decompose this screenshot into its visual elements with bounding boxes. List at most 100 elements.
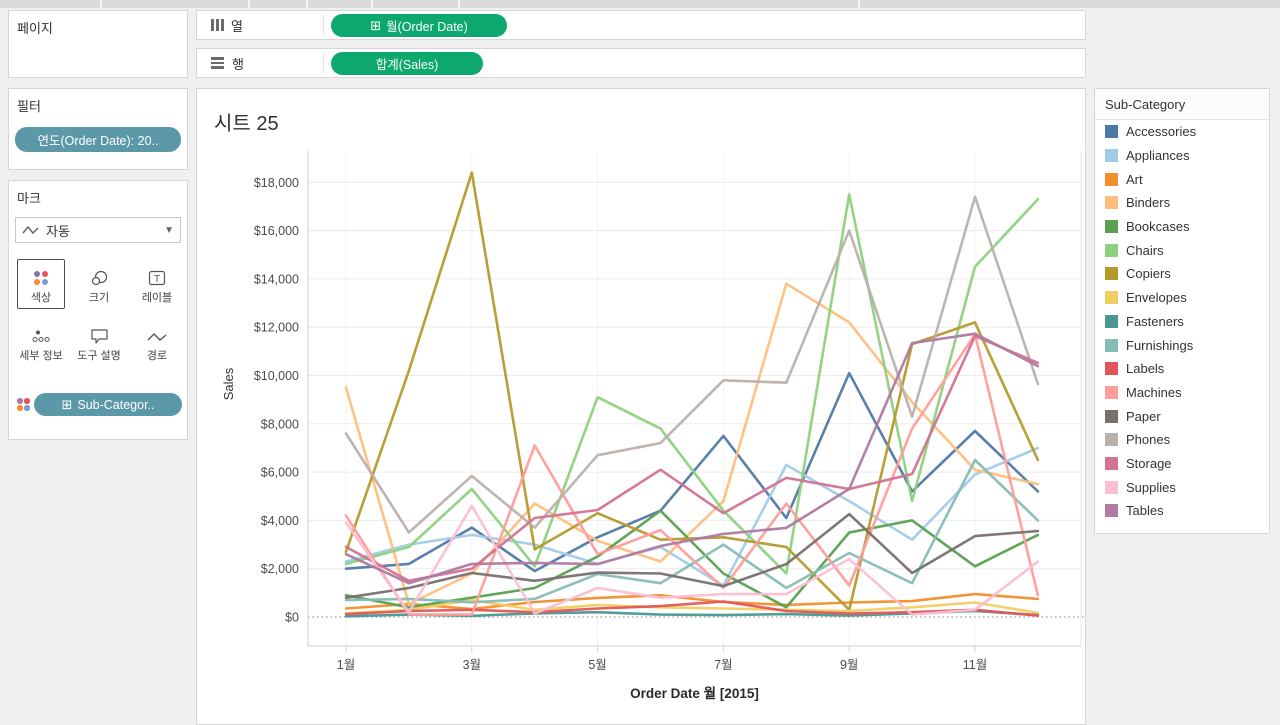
legend-item-label: Art: [1126, 171, 1143, 187]
columns-shelf: 열 ⊞ 월(Order Date): [196, 10, 1086, 40]
series-line-art[interactable]: [344, 592, 1040, 611]
legend-item-copiers[interactable]: Copiers: [1095, 262, 1269, 286]
svg-text:1월: 1월: [337, 658, 355, 672]
sub-category-legend: Sub-Category Accessories Appliances Art Bin…: [1094, 88, 1270, 534]
legend-item-chairs[interactable]: Chairs: [1095, 238, 1269, 262]
columns-shelf-label: 열: [231, 18, 243, 34]
tooltip-button-label: 도구 설명: [77, 350, 121, 362]
legend-swatch: [1105, 125, 1118, 139]
tab-divider: [858, 0, 860, 8]
sub-category-pill-label: Sub-Categor..: [77, 397, 155, 412]
svg-text:$8,000: $8,000: [261, 417, 299, 431]
legend-title: Sub-Category: [1095, 89, 1269, 120]
series-line-accessories[interactable]: [344, 371, 1040, 573]
svg-text:$16,000: $16,000: [254, 224, 299, 238]
legend-item-appliances[interactable]: Appliances: [1095, 144, 1269, 168]
series-line-supplies[interactable]: [344, 504, 1040, 616]
svg-text:5월: 5월: [588, 658, 606, 672]
marks-card: 마크 자동 ▼ 색상 크기 T 레이블 세부: [8, 180, 188, 440]
pages-shelf: 페이지: [8, 10, 188, 78]
svg-text:$2,000: $2,000: [261, 562, 299, 576]
legend-item-fasteners[interactable]: Fasteners: [1095, 310, 1269, 334]
detail-dots-icon: [32, 330, 50, 342]
top-tab-strip: [0, 0, 1280, 8]
rows-icon: [211, 57, 224, 69]
label-button[interactable]: T 레이블: [133, 259, 181, 309]
series-line-labels[interactable]: [344, 600, 1040, 617]
legend-item-accessories[interactable]: Accessories: [1095, 120, 1269, 144]
legend-swatch: [1105, 504, 1118, 518]
legend-item-supplies[interactable]: Supplies: [1095, 475, 1269, 499]
legend-item-furnishings[interactable]: Furnishings: [1095, 333, 1269, 357]
mark-type-dropdown[interactable]: 자동 ▼: [15, 217, 181, 243]
legend-swatch: [1105, 385, 1118, 399]
path-button-label: 경로: [146, 350, 168, 362]
legend-item-phones[interactable]: Phones: [1095, 428, 1269, 452]
series-line-binders[interactable]: [344, 282, 1040, 606]
legend-item-tables[interactable]: Tables: [1095, 499, 1269, 523]
legend-item-storage[interactable]: Storage: [1095, 452, 1269, 476]
series-line-storage[interactable]: [344, 334, 1040, 583]
legend-item-label: Binders: [1126, 195, 1171, 211]
series-line-tables[interactable]: [344, 332, 1040, 585]
svg-text:$12,000: $12,000: [254, 321, 299, 335]
legend-swatch: [1105, 172, 1118, 186]
sheet-title: 시트 25: [214, 113, 279, 135]
tab-divider: [248, 0, 250, 8]
filter-pill-order-date-year[interactable]: 연도(Order Date): 20..: [15, 127, 181, 152]
svg-text:T: T: [154, 274, 160, 285]
svg-text:7월: 7월: [714, 658, 732, 672]
size-button[interactable]: 크기: [75, 259, 123, 309]
legend-item-label: Envelopes: [1126, 290, 1187, 306]
line-chart[interactable]: $0 $2,000 $4,000 $6,000 $8,000 $10,000 $12,000…: [197, 89, 1085, 724]
legend-item-art[interactable]: Art: [1095, 167, 1269, 191]
detail-button[interactable]: 세부 정보: [17, 317, 65, 367]
legend-item-label: Machines: [1126, 384, 1182, 400]
legend-item-label: Appliances: [1126, 148, 1190, 164]
tooltip-bubble-icon: [90, 329, 108, 344]
worksheet: 시트 25 $0 $2,000 $4,000 $6,000 $8,000 $10,000 $…: [196, 88, 1086, 725]
legend-item-labels[interactable]: Labels: [1095, 357, 1269, 381]
series-line-furnishings[interactable]: [344, 458, 1040, 604]
expand-icon: ⊞: [370, 18, 382, 33]
text-label-icon: T: [148, 270, 166, 286]
legend-swatch: [1105, 267, 1118, 281]
svg-text:$10,000: $10,000: [254, 369, 299, 383]
series-line-paper[interactable]: [344, 512, 1040, 600]
svg-text:3월: 3월: [463, 658, 481, 672]
series-line-phones[interactable]: [344, 195, 1040, 534]
series-line-bookcases[interactable]: [344, 509, 1040, 609]
columns-pill-month-order-date[interactable]: ⊞ 월(Order Date): [331, 14, 507, 37]
legend-item-label: Accessories: [1126, 124, 1197, 140]
rows-pill-sum-sales[interactable]: 합계(Sales): [331, 52, 483, 75]
size-circles-icon: [91, 270, 108, 286]
legend-item-label: Paper: [1126, 408, 1161, 424]
color-dots-icon: [33, 271, 49, 286]
mark-type-label: 자동: [46, 223, 70, 239]
svg-text:Order Date 월 [2015]: Order Date 월 [2015]: [630, 685, 759, 701]
tab-divider: [100, 0, 102, 8]
filter-pill-label: 연도(Order Date): 20..: [37, 134, 159, 148]
legend-item-binders[interactable]: Binders: [1095, 191, 1269, 215]
legend-item-bookcases[interactable]: Bookcases: [1095, 215, 1269, 239]
legend-item-envelopes[interactable]: Envelopes: [1095, 286, 1269, 310]
series-line-machines[interactable]: [344, 333, 1040, 616]
tooltip-button[interactable]: 도구 설명: [75, 317, 123, 367]
path-button[interactable]: 경로: [133, 317, 181, 367]
color-button[interactable]: 색상: [17, 259, 65, 309]
legend-swatch: [1105, 149, 1118, 163]
sub-category-pill[interactable]: ⊞ Sub-Categor..: [34, 393, 182, 416]
legend-item-paper[interactable]: Paper: [1095, 404, 1269, 428]
color-encoding-row: ⊞ Sub-Categor..: [17, 393, 182, 416]
path-line-icon: [147, 333, 167, 341]
svg-text:11월: 11월: [963, 658, 987, 672]
series-line-chairs[interactable]: [344, 193, 1040, 575]
tab-divider: [306, 0, 308, 8]
legend-swatch: [1105, 243, 1118, 257]
expand-icon: ⊞: [61, 397, 73, 412]
label-button-label: 레이블: [141, 292, 173, 304]
svg-text:Sales: Sales: [221, 367, 236, 400]
legend-item-label: Copiers: [1126, 266, 1171, 282]
legend-item-machines[interactable]: Machines: [1095, 381, 1269, 405]
